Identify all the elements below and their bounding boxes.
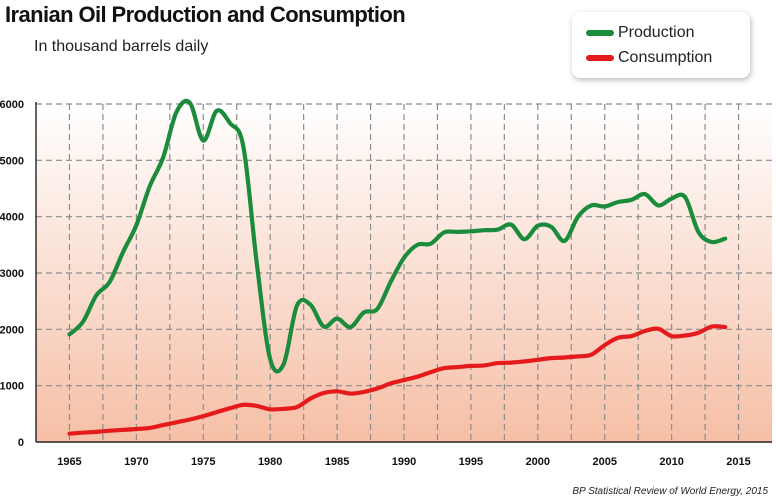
x-tick-label-1985: 1985 bbox=[325, 456, 349, 468]
y-tick-label-2000: 2000 bbox=[0, 324, 24, 336]
legend-label-production: Production bbox=[618, 24, 695, 41]
axes: 0 1000 2000 3000 4000 5000 6000 1965 1970 1975 198… bbox=[0, 99, 772, 468]
x-tick-label-1980: 1980 bbox=[258, 456, 282, 468]
series-lines bbox=[67, 98, 728, 436]
y-tick-label-4000: 4000 bbox=[0, 212, 24, 224]
chart-subtitle: In thousand barrels daily bbox=[34, 38, 209, 55]
y-tick-label-0: 0 bbox=[18, 437, 24, 449]
chart-title: Iranian Oil Production and Consumption bbox=[5, 2, 406, 27]
legend-label-consumption: Consumption bbox=[618, 49, 713, 66]
y-tick-label-6000: 6000 bbox=[0, 99, 24, 111]
legend-item-consumption: Consumption bbox=[586, 47, 712, 69]
grid bbox=[36, 103, 772, 442]
y-tick-label-3000: 3000 bbox=[0, 268, 24, 280]
x-tick-label-1975: 1975 bbox=[191, 456, 215, 468]
x-tick-label-1970: 1970 bbox=[124, 456, 148, 468]
legend-swatch-consumption bbox=[586, 55, 614, 61]
legend-swatch-production bbox=[586, 30, 614, 36]
x-tick-label-2005: 2005 bbox=[592, 456, 616, 468]
x-tick-label-2015: 2015 bbox=[726, 456, 750, 468]
legend-item-production: Production bbox=[586, 22, 695, 44]
x-tick-label-2010: 2010 bbox=[659, 456, 683, 468]
series-line-production bbox=[67, 98, 728, 374]
y-tick-label-5000: 5000 bbox=[0, 155, 24, 167]
x-tick-label-1995: 1995 bbox=[459, 456, 483, 468]
x-tick-label-1990: 1990 bbox=[392, 456, 416, 468]
source-note: BP Statistical Review of World Energy, 2… bbox=[572, 486, 768, 497]
series-line-consumption bbox=[67, 324, 728, 436]
legend: Production Consumption bbox=[572, 12, 750, 78]
x-tick-label-2000: 2000 bbox=[526, 456, 550, 468]
x-tick-label-1965: 1965 bbox=[57, 456, 81, 468]
y-tick-label-1000: 1000 bbox=[0, 381, 24, 393]
